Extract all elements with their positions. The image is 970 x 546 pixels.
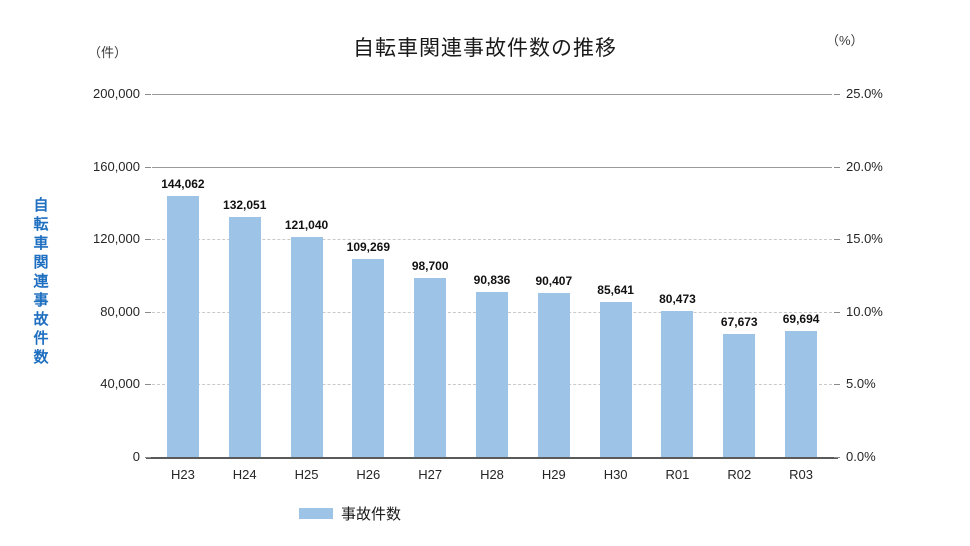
bar-value-label: 121,040 <box>284 218 329 233</box>
bar-value-label: 144,062 <box>161 176 205 191</box>
bar[interactable] <box>166 195 199 457</box>
gridline <box>152 94 832 95</box>
bar-value-label: 109,269 <box>346 239 391 254</box>
category-axis-label: H24 <box>232 467 257 482</box>
bar[interactable] <box>414 277 447 457</box>
right-axis-tick-label: 10.0% <box>846 303 883 319</box>
category-axis-label: H25 <box>294 467 319 482</box>
right-axis-tick-label: 5.0% <box>846 376 876 392</box>
left-axis-tickmark <box>145 384 151 386</box>
left-axis-tickmark <box>145 457 151 458</box>
gridline <box>152 239 832 241</box>
bar[interactable] <box>723 334 756 457</box>
bar[interactable] <box>290 237 323 457</box>
y-axis-title-char: 関 <box>33 254 49 271</box>
y-axis-title-char: 車 <box>33 235 49 252</box>
left-axis-tick-label: 120,000 <box>93 231 140 247</box>
category-axis-label: H26 <box>356 467 381 482</box>
right-axis-tick-label: 0.0% <box>846 449 876 464</box>
category-axis-label: R03 <box>789 467 813 482</box>
bar[interactable] <box>228 217 261 457</box>
right-axis-unit-label: （%） <box>826 33 864 48</box>
category-axis-label: H28 <box>480 467 504 482</box>
left-axis-tick-label: 0 <box>132 449 140 464</box>
bar-value-label: 67,673 <box>720 315 758 330</box>
category-axis-label: R02 <box>727 467 752 482</box>
category-axis-line <box>146 457 838 459</box>
right-axis-tickmark <box>834 384 840 386</box>
y-axis-title-char: 数 <box>33 349 49 366</box>
right-axis-tickmark <box>834 166 840 168</box>
right-axis-tickmark <box>834 94 840 95</box>
right-axis-tick-label: 15.0% <box>846 231 883 247</box>
right-axis-tickmark <box>834 457 840 458</box>
right-axis-tickmark <box>834 311 840 313</box>
y-axis-title-char: 故 <box>33 311 49 328</box>
bar-value-label: 90,407 <box>535 273 573 288</box>
category-axis-label: H23 <box>170 467 195 482</box>
right-axis-tick-label: 25.0% <box>846 86 883 101</box>
bar-value-label: 69,694 <box>782 311 820 326</box>
bar-value-label: 98,700 <box>411 258 449 273</box>
left-axis-tickmark <box>145 239 151 241</box>
left-axis-tickmark <box>145 311 151 313</box>
bar[interactable] <box>599 301 632 457</box>
legend-label-accidents: 事故件数 <box>340 506 401 523</box>
left-axis-unit-label: （件） <box>88 45 128 60</box>
legend-swatch-accidents <box>298 508 333 519</box>
left-axis-tick-label: 200,000 <box>93 86 140 101</box>
category-axis-label: H30 <box>603 467 628 482</box>
left-axis-tick-label: 80,000 <box>100 303 140 319</box>
category-axis-label: H29 <box>541 467 566 482</box>
bar[interactable] <box>537 292 570 457</box>
right-axis-tickmark <box>834 239 840 241</box>
left-axis-tick-label: 40,000 <box>100 376 140 392</box>
y-axis-title-char: 事 <box>33 292 49 309</box>
left-axis-tick-label: 160,000 <box>93 158 140 174</box>
bar[interactable] <box>785 330 818 457</box>
chart-title: 自転車関連事故件数の推移 <box>353 37 617 60</box>
y-axis-title: 自転車関連事故件数 <box>30 196 52 367</box>
y-axis-title-char: 件 <box>33 330 49 347</box>
y-axis-title-char: 転 <box>33 216 49 233</box>
plot-area: 144,062 132,051 121,040 109,269 98,700 90,836… <box>146 94 838 459</box>
left-axis-tickmark <box>145 166 151 168</box>
bar-value-label: 90,836 <box>473 273 511 288</box>
y-axis-title-char: 連 <box>33 273 49 290</box>
bar[interactable] <box>476 292 508 457</box>
bar-value-label: 80,473 <box>659 291 696 306</box>
bar-value-label: 132,051 <box>223 198 267 213</box>
bar-value-label: 85,641 <box>597 282 634 297</box>
bar[interactable] <box>352 258 385 457</box>
legend: 事故件数 <box>0 503 700 524</box>
left-axis-tickmark <box>145 94 151 95</box>
category-axis-label: R01 <box>665 467 690 482</box>
right-axis-tick-label: 20.0% <box>846 158 883 174</box>
bar[interactable] <box>661 310 694 457</box>
category-axis-label: H27 <box>418 467 443 482</box>
y-axis-title-char: 自 <box>33 197 49 214</box>
gridline <box>152 166 832 168</box>
